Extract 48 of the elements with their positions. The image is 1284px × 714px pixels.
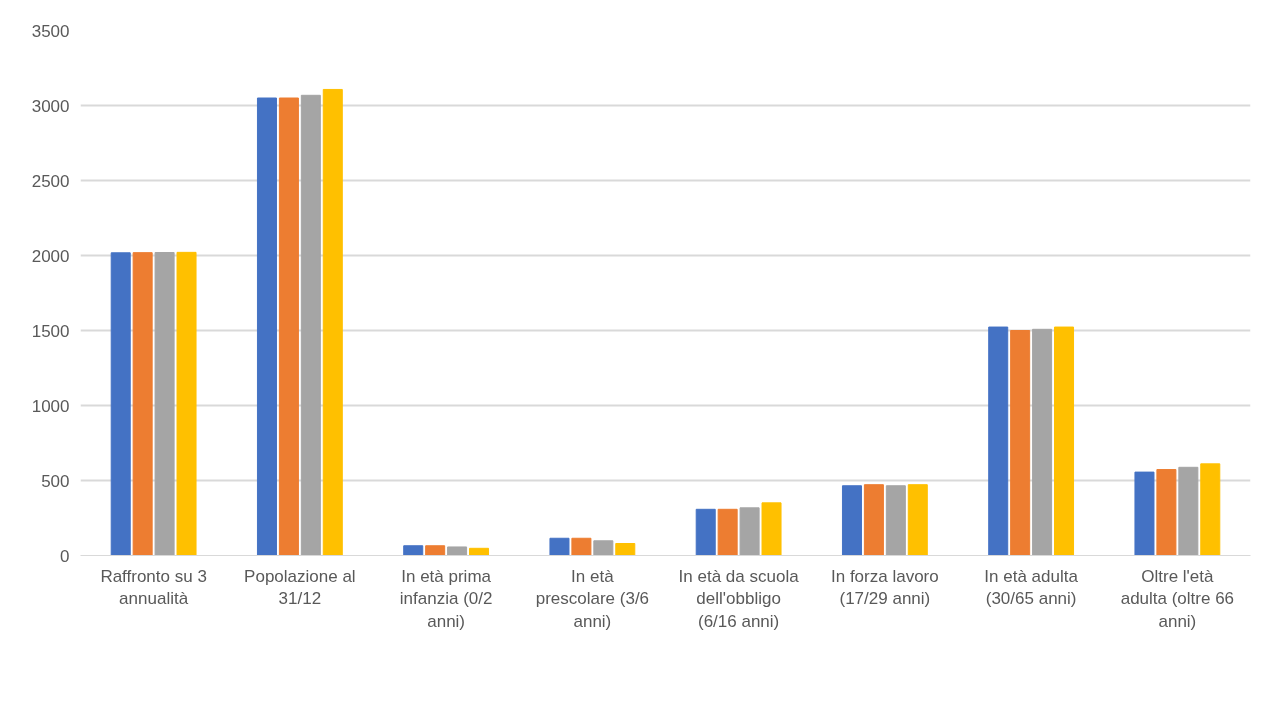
bar: [593, 540, 614, 556]
x-tick-label: Oltre l'età adulta (oltre 66 anni): [1120, 566, 1235, 632]
bar: [176, 251, 197, 556]
bar: [132, 252, 153, 556]
y-tick-label: 0: [60, 546, 70, 566]
bar: [256, 97, 277, 556]
bar: [154, 252, 175, 556]
y-tick-label: 2500: [31, 171, 70, 191]
bar: [469, 547, 490, 556]
bar: [425, 545, 446, 556]
bar: [1178, 466, 1199, 556]
y-tick-label: 2000: [31, 246, 70, 266]
bar: [300, 94, 321, 556]
y-tick-label: 1000: [31, 396, 70, 416]
bar: [403, 545, 424, 556]
bar: [885, 485, 906, 556]
bar: [322, 88, 343, 556]
x-tick-label: Popolazione al 31/12: [244, 566, 356, 609]
y-tick-label: 3500: [31, 21, 70, 41]
y-tick-label: 500: [41, 471, 70, 491]
bar: [278, 97, 299, 556]
x-tick-label: In età da scuola dell'obbligo (6/16 anni): [678, 566, 800, 632]
bar: [549, 537, 570, 556]
bar: [571, 537, 592, 556]
x-tick-label: In età adulta (30/65 anni): [984, 566, 1079, 609]
bar: [717, 508, 738, 556]
bar: [1134, 471, 1155, 556]
bar: [1010, 330, 1031, 556]
bar: [1032, 328, 1053, 556]
bar: [695, 508, 716, 556]
bar: [907, 484, 928, 556]
bar: [739, 507, 760, 556]
bar: [761, 502, 782, 556]
bar: [863, 484, 884, 556]
bar: [1054, 326, 1075, 556]
y-tick-label: 3000: [31, 96, 70, 116]
x-tick-label: In età prima infanzia (0/2 anni): [399, 566, 493, 632]
bar: [1156, 469, 1177, 556]
bar: [447, 546, 468, 556]
bar: [615, 543, 636, 556]
x-tick-label: In età prescolare (3/6 anni): [535, 566, 650, 632]
bar: [988, 326, 1009, 556]
x-tick-label: Raffronto su 3 annualità: [100, 566, 207, 609]
bar: [1200, 463, 1221, 556]
bar: [110, 252, 131, 556]
bar: [841, 485, 862, 556]
y-tick-label: 1500: [31, 321, 70, 341]
x-tick-label: In forza lavoro (17/29 anni): [831, 566, 939, 609]
